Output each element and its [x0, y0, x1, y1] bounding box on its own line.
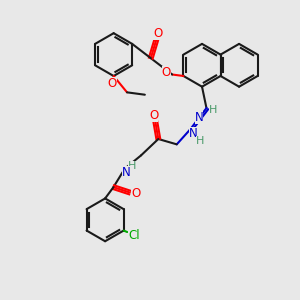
Text: Cl: Cl: [128, 229, 140, 242]
Text: N: N: [122, 166, 130, 179]
Text: H: H: [128, 161, 136, 171]
Text: N: N: [194, 111, 203, 124]
Text: N: N: [189, 128, 198, 140]
Text: O: O: [149, 109, 158, 122]
Text: O: O: [153, 27, 162, 40]
Text: O: O: [162, 66, 171, 79]
Text: H: H: [196, 136, 205, 146]
Text: H: H: [209, 105, 217, 115]
Text: O: O: [107, 77, 117, 90]
Text: O: O: [131, 188, 140, 200]
